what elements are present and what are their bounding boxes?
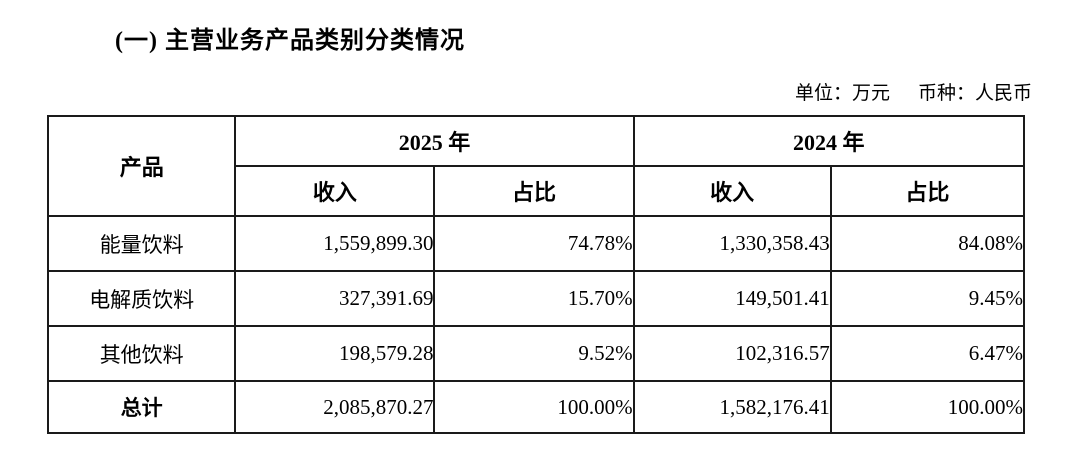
share-2024-value: 9.45% <box>829 270 1026 327</box>
section-title: (一) 主营业务产品类别分类情况 <box>115 28 465 54</box>
currency-label: 币种：人民币 <box>917 83 1032 104</box>
table-row-energy-drinks: 能量饮料 1,559,899.30 74.78% 1,330,358.43 84… <box>46 215 1026 272</box>
total-label: 总计 <box>46 380 237 434</box>
revenue-2025-value: 1,559,899.30 <box>234 215 436 272</box>
product-name: 电解质饮料 <box>46 270 237 327</box>
revenue-2025-value: 198,579.28 <box>234 325 436 382</box>
share-2024-value: 84.08% <box>829 215 1026 272</box>
column-header-share-2024: 占比 <box>829 165 1026 217</box>
total-revenue-2025: 2,085,870.27 <box>234 380 436 434</box>
product-category-table: 产品 2025 年 2024 年 收入 占比 收入 占比 能量饮料 1,559,… <box>46 115 1026 434</box>
share-2025-value: 9.52% <box>433 325 635 382</box>
product-name: 其他饮料 <box>46 325 237 382</box>
column-header-product: 产品 <box>46 115 237 217</box>
revenue-2024-value: 149,501.41 <box>632 270 832 327</box>
header-row-metrics: 收入 占比 收入 占比 <box>48 165 1026 217</box>
unit-currency-line: 单位：万元 币种：人民币 <box>47 78 1032 105</box>
share-2025-value: 74.78% <box>433 215 635 272</box>
column-header-year-2025: 2025 年 <box>234 115 635 167</box>
revenue-2024-value: 102,316.57 <box>632 325 832 382</box>
total-revenue-2024: 1,582,176.41 <box>632 380 832 434</box>
share-2024-value: 6.47% <box>829 325 1026 382</box>
unit-label: 单位：万元 <box>794 83 890 104</box>
column-header-revenue-2025: 收入 <box>234 165 436 217</box>
column-header-year-2024: 2024 年 <box>632 115 1026 167</box>
table-row-other-drinks: 其他饮料 198,579.28 9.52% 102,316.57 6.47% <box>46 325 1026 382</box>
share-2025-value: 15.70% <box>433 270 635 327</box>
revenue-2025-value: 327,391.69 <box>234 270 436 327</box>
total-share-2025: 100.00% <box>433 380 635 434</box>
header-row-years: 产品 2025 年 2024 年 <box>46 115 1026 217</box>
table-row-total: 总计 2,085,870.27 100.00% 1,582,176.41 100… <box>46 380 1026 434</box>
table-row-electrolyte-drinks: 电解质饮料 327,391.69 15.70% 149,501.41 9.45% <box>46 270 1026 327</box>
product-name: 能量饮料 <box>46 215 237 272</box>
total-share-2024: 100.00% <box>829 380 1026 434</box>
column-header-share-2025: 占比 <box>433 165 635 217</box>
column-header-revenue-2024: 收入 <box>632 165 832 217</box>
revenue-2024-value: 1,330,358.43 <box>632 215 832 272</box>
